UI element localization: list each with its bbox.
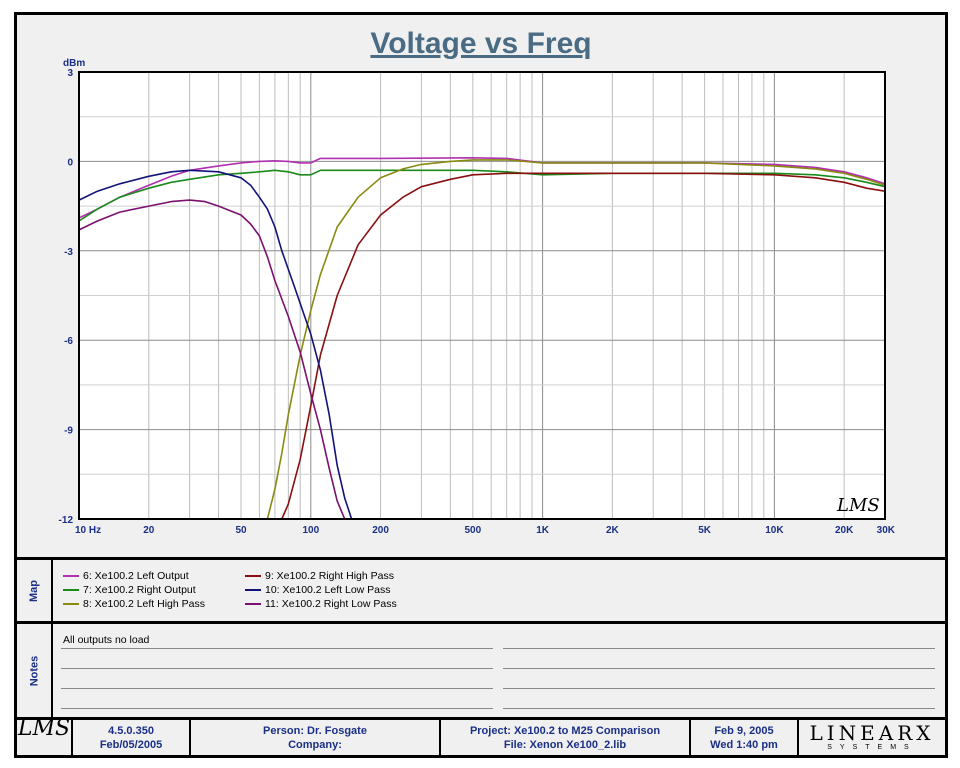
chart-title: Voltage vs Freq [370, 27, 592, 60]
notes-label: Notes [17, 624, 53, 717]
person: Person: Dr. Fosgate [263, 725, 367, 737]
legend-label: 6: Xe100.2 Left Output [83, 570, 189, 582]
datetime-cell: Feb 9, 2005 Wed 1:40 pm [691, 720, 799, 755]
legend-item: 10: Xe100.2 Left Low Pass [245, 584, 391, 596]
legend-swatch [63, 575, 79, 577]
legend-item: 8: Xe100.2 Left High Pass [63, 598, 205, 610]
lms-logo: LMS [17, 718, 73, 755]
company: Company: [288, 739, 342, 751]
lms-watermark: LMS [836, 495, 880, 516]
series-line [78, 199, 346, 520]
notes-line [61, 668, 493, 669]
linearx-logo: LINEARX SYSTEMS [799, 720, 945, 755]
footer: LMS 4.5.0.350 Feb/05/2005 Person: Dr. Fo… [17, 717, 945, 755]
legend-label: 7: Xe100.2 Right Output [83, 584, 196, 596]
x-tick-label: 2K [606, 525, 620, 536]
x-tick-label: 5K [698, 525, 712, 536]
notes-line [503, 688, 935, 689]
notes-section: Notes All outputs no load [17, 621, 945, 717]
map-section: Map 6: Xe100.2 Left Output 7: Xe100.2 Rig… [17, 557, 945, 621]
series-line [78, 169, 353, 520]
plot-border [78, 71, 886, 520]
legend-item: 9: Xe100.2 Right High Pass [245, 570, 394, 582]
x-tick-label: 10K [765, 525, 784, 536]
legend-swatch [63, 589, 79, 591]
legend-swatch [63, 603, 79, 605]
legend-label: 10: Xe100.2 Left Low Pass [265, 584, 391, 596]
notes-line [503, 708, 935, 709]
notes-line [61, 648, 493, 649]
x-tick-label: 200 [372, 525, 389, 536]
y-axis-label: dBm [63, 58, 85, 69]
x-tick-label: 10 Hz [75, 525, 101, 536]
linearx-systems: SYSTEMS [827, 744, 917, 751]
x-tick-label: 30K [877, 525, 896, 536]
legend-label: 11: Xe100.2 Right Low Pass [265, 598, 397, 610]
x-tick-label: 50 [235, 525, 247, 536]
y-tick-label: 3 [67, 68, 73, 79]
legend-item: 11: Xe100.2 Right Low Pass [245, 598, 397, 610]
x-tick-label: 1K [536, 525, 550, 536]
y-tick-label: -12 [59, 515, 74, 526]
legend-item: 7: Xe100.2 Right Output [63, 584, 196, 596]
legend-swatch [245, 589, 261, 591]
y-tick-label: -9 [64, 426, 73, 437]
series-line [281, 172, 886, 520]
voltage-vs-freq-chart: 3 0 -3 -6 -9 -12 dBm 10 Hz 20 50 100 200 500 1K 2K 5K 10… [59, 58, 896, 536]
date: Feb 9, 2005 [714, 725, 774, 737]
y-tick-label: -6 [64, 336, 73, 347]
legend-label: 9: Xe100.2 Right High Pass [265, 570, 394, 582]
series-line [78, 157, 886, 219]
project-cell: Project: Xe100.2 to M25 Comparison File:… [441, 720, 691, 755]
notes-line [503, 648, 935, 649]
notes-line [61, 688, 493, 689]
report-frame: Voltage vs Freq 3 0 -3 -6 -9 -12 dBm 10 Hz 20 50 1… [14, 12, 948, 758]
notes-line [61, 708, 493, 709]
legend-item: 6: Xe100.2 Left Output [63, 570, 189, 582]
y-tick-label: -3 [64, 247, 73, 258]
version-date: Feb/05/2005 [99, 739, 163, 751]
map-label: Map [17, 560, 53, 621]
version: 4.5.0.350 [108, 725, 154, 737]
linearx-brand: LINEARX [809, 721, 935, 745]
y-tick-label: 0 [67, 157, 73, 168]
notes-line [503, 668, 935, 669]
x-tick-label: 100 [302, 525, 319, 536]
notes-text: All outputs no load [63, 634, 150, 646]
series-line [266, 159, 886, 520]
version-cell: 4.5.0.350 Feb/05/2005 [73, 720, 191, 755]
chart-panel: Voltage vs Freq 3 0 -3 -6 -9 -12 dBm 10 Hz 20 50 1… [17, 15, 945, 557]
legend-swatch [245, 575, 261, 577]
x-tick-label: 20K [835, 525, 854, 536]
legend-swatch [245, 603, 261, 605]
person-cell: Person: Dr. Fosgate Company: [191, 720, 441, 755]
legend-label: 8: Xe100.2 Left High Pass [83, 598, 205, 610]
time: Wed 1:40 pm [710, 739, 778, 751]
series-line [78, 169, 886, 222]
x-tick-label: 500 [464, 525, 481, 536]
file: File: Xenon Xe100_2.lib [503, 739, 627, 751]
x-tick-label: 20 [143, 525, 155, 536]
project: Project: Xe100.2 to M25 Comparison [469, 725, 661, 737]
